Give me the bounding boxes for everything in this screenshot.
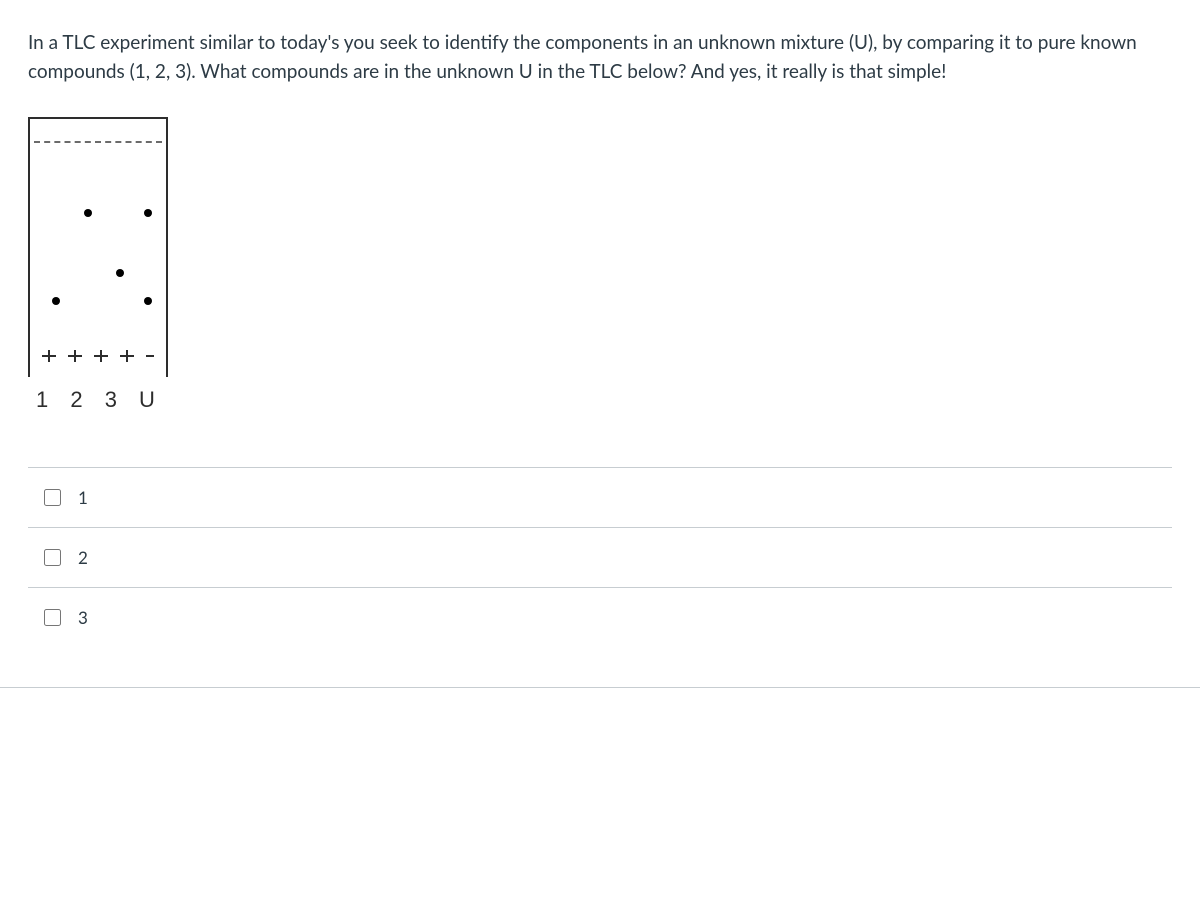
spot-laneU-a <box>144 209 152 217</box>
lane-labels: 1 2 3 U <box>28 387 1172 413</box>
tlc-plate <box>28 117 168 377</box>
spot-lane1 <box>52 297 60 305</box>
answer-label: 1 <box>78 487 88 508</box>
answer-checkbox-3[interactable] <box>44 609 61 626</box>
answer-checkbox-1[interactable] <box>44 489 61 506</box>
answer-option-3[interactable]: 3 <box>28 588 1172 647</box>
spot-lane3 <box>116 269 124 277</box>
origin-tick <box>42 350 56 362</box>
spot-laneU-b <box>144 297 152 305</box>
origin-line <box>30 355 166 377</box>
tlc-figure: 1 2 3 U <box>28 117 1172 413</box>
answer-label: 3 <box>78 607 88 628</box>
answer-label: 2 <box>78 547 88 568</box>
answer-option-2[interactable]: 2 <box>28 528 1172 588</box>
origin-tick <box>120 350 134 362</box>
question-text: In a TLC experiment similar to today's y… <box>28 28 1172 87</box>
origin-tick <box>68 350 82 362</box>
answer-option-1[interactable]: 1 <box>28 468 1172 528</box>
question-container: In a TLC experiment similar to today's y… <box>0 0 1200 688</box>
origin-dash <box>146 355 154 357</box>
solvent-front-line <box>34 141 162 143</box>
answer-checkbox-2[interactable] <box>44 549 61 566</box>
origin-tick <box>94 350 108 362</box>
spot-lane2 <box>84 209 92 217</box>
answer-list: 1 2 3 <box>28 467 1172 647</box>
